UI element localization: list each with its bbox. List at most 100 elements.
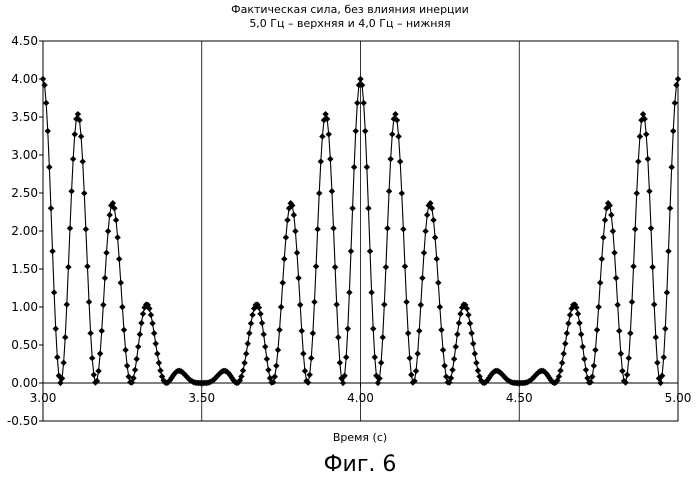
data-point-marker xyxy=(371,354,378,361)
data-point-marker xyxy=(346,289,353,296)
data-point-marker xyxy=(319,133,326,140)
data-point-marker xyxy=(625,354,632,362)
data-point-marker xyxy=(74,110,82,118)
data-point-marker xyxy=(335,334,342,341)
data-point-marker xyxy=(241,359,248,367)
data-point-marker xyxy=(47,205,55,212)
data-point-marker xyxy=(666,205,674,212)
data-point-marker xyxy=(133,355,140,363)
data-point-marker xyxy=(468,330,475,337)
data-point-marker xyxy=(454,331,461,338)
data-point-marker xyxy=(563,330,571,337)
data-point-marker xyxy=(354,99,361,107)
data-point-marker xyxy=(138,319,145,327)
data-point-marker xyxy=(77,133,85,140)
data-point-marker xyxy=(581,355,588,363)
grid-layer xyxy=(201,41,520,421)
data-point-marker xyxy=(79,158,86,165)
data-point-marker xyxy=(616,327,623,335)
data-point-marker xyxy=(147,311,155,319)
data-point-marker xyxy=(601,216,609,224)
data-point-marker xyxy=(390,115,398,123)
data-point-marker xyxy=(420,249,428,256)
data-point-marker xyxy=(577,331,585,338)
data-point-marker xyxy=(119,303,126,311)
data-point-marker xyxy=(566,311,574,319)
data-point-marker xyxy=(673,81,680,89)
data-point-marker xyxy=(85,298,93,306)
data-point-marker xyxy=(370,325,377,332)
data-point-marker xyxy=(269,379,277,386)
data-point-marker xyxy=(249,311,256,319)
data-point-marker xyxy=(431,234,439,241)
data-point-marker xyxy=(552,379,559,386)
data-point-marker xyxy=(427,200,434,207)
data-point-marker xyxy=(89,354,96,362)
data-point-marker xyxy=(49,248,56,255)
data-point-marker xyxy=(398,190,405,197)
data-point-marker xyxy=(443,373,450,380)
data-point-marker xyxy=(587,379,594,386)
data-point-marker xyxy=(331,263,339,271)
data-point-marker xyxy=(643,131,650,138)
data-point-marker xyxy=(377,359,385,366)
data-point-marker xyxy=(652,334,659,341)
data-point-marker xyxy=(470,340,477,347)
data-point-marker xyxy=(274,346,282,354)
data-point-marker xyxy=(158,373,166,380)
data-point-marker xyxy=(284,216,291,224)
data-point-marker xyxy=(562,340,569,347)
data-point-marker xyxy=(292,227,299,235)
data-point-marker xyxy=(262,343,269,350)
data-point-marker xyxy=(317,158,325,165)
y-tick-label: 0.00 xyxy=(11,376,38,390)
data-point-marker xyxy=(100,301,107,309)
data-point-marker xyxy=(295,274,302,282)
data-point-marker xyxy=(382,263,390,271)
data-point-marker xyxy=(166,377,174,384)
data-point-marker xyxy=(650,301,658,308)
data-point-marker xyxy=(416,327,423,335)
data-point-marker xyxy=(598,255,605,263)
data-point-marker xyxy=(260,331,267,338)
data-point-marker xyxy=(90,371,97,379)
data-point-marker xyxy=(130,374,137,382)
data-point-marker xyxy=(357,75,364,83)
data-point-marker xyxy=(58,375,66,382)
data-point-marker xyxy=(360,99,367,107)
data-point-marker xyxy=(457,310,464,318)
data-point-marker xyxy=(116,255,123,263)
data-point-marker xyxy=(349,205,356,212)
data-point-marker xyxy=(146,305,153,312)
data-point-marker xyxy=(608,211,615,219)
data-point-marker xyxy=(419,274,426,282)
data-point-marker xyxy=(385,188,393,195)
data-point-marker xyxy=(417,301,425,309)
data-point-marker xyxy=(624,371,631,379)
data-point-marker xyxy=(471,350,478,357)
data-point-marker xyxy=(314,225,321,233)
data-point-marker xyxy=(230,377,237,384)
data-point-marker xyxy=(395,133,402,140)
data-point-marker xyxy=(281,255,288,263)
x-tick-label: 3.50 xyxy=(188,391,215,405)
data-point-marker xyxy=(65,263,72,271)
data-point-marker xyxy=(619,367,626,375)
data-point-marker xyxy=(73,115,80,123)
data-point-marker xyxy=(120,326,128,334)
y-tick-label: 4.50 xyxy=(11,34,38,48)
data-point-marker xyxy=(365,205,372,212)
data-point-marker xyxy=(87,330,94,337)
data-point-marker xyxy=(347,248,355,255)
data-point-marker xyxy=(590,362,598,369)
data-point-marker xyxy=(430,216,437,224)
data-point-marker xyxy=(450,355,458,363)
data-point-marker xyxy=(62,334,69,341)
data-point-marker xyxy=(465,311,472,319)
y-tick-label: -0.50 xyxy=(7,414,38,428)
data-point-marker xyxy=(670,127,677,135)
data-point-marker xyxy=(81,190,88,197)
data-point-marker xyxy=(103,249,110,256)
data-point-marker xyxy=(362,127,369,135)
data-point-marker xyxy=(282,234,290,241)
